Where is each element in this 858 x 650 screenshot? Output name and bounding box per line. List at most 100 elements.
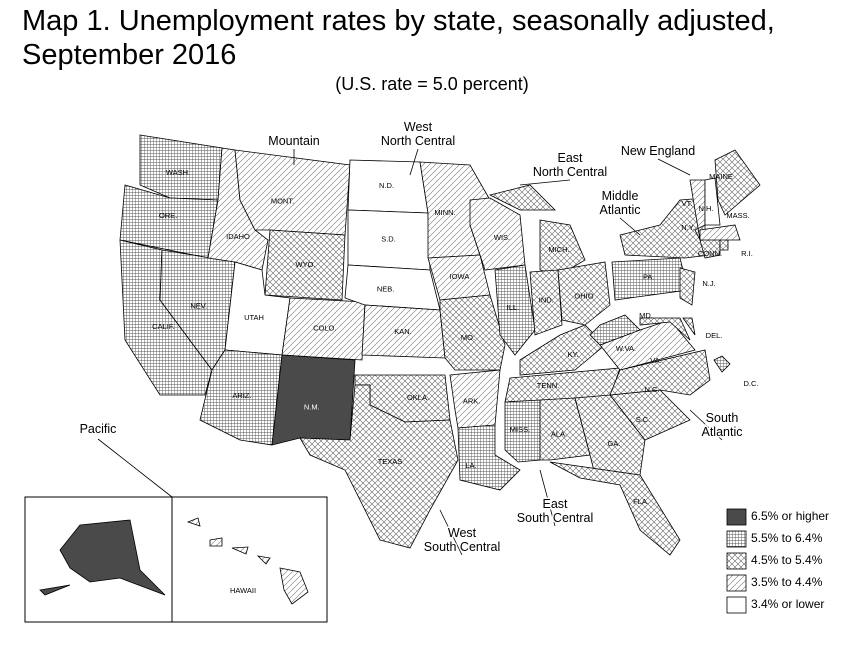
state-label: WASH.	[166, 168, 190, 177]
state	[439, 294, 506, 371]
state-label: S.D.	[381, 234, 396, 243]
region-label: North Central	[533, 165, 607, 179]
state-label: ARIZ.	[232, 391, 251, 400]
state-label: R.I.	[741, 249, 753, 258]
region-label: Pacific	[80, 422, 117, 436]
region-label: East	[557, 151, 583, 165]
state-label: IND.	[539, 295, 554, 304]
leader-line	[539, 469, 556, 527]
state-label: N.C.	[645, 385, 660, 394]
state	[689, 179, 706, 241]
state-label: S.C.	[636, 415, 651, 424]
state-label: ALASKA	[116, 599, 145, 608]
state	[589, 314, 641, 346]
state	[457, 424, 521, 491]
state	[639, 317, 691, 341]
region-label: Atlantic	[600, 203, 641, 217]
region-label: Mountain	[268, 134, 319, 148]
state	[39, 519, 166, 596]
state-label: PA.	[643, 272, 655, 281]
state-label: IOWA	[450, 272, 470, 281]
state	[186, 517, 309, 605]
state	[549, 461, 681, 556]
legend-swatch	[726, 508, 747, 526]
state-label: MONT.	[271, 197, 294, 206]
state-label: IDAHO	[226, 232, 250, 241]
state-label: COLO.	[313, 324, 336, 333]
state-label: W.VA.	[616, 344, 636, 353]
leader-line	[689, 409, 723, 441]
state-label: MICH.	[548, 245, 569, 254]
region-label: West	[404, 120, 433, 134]
state-label: VA.	[650, 356, 662, 365]
subtitle: (U.S. rate = 5.0 percent)	[335, 74, 529, 94]
legend-label: 4.5% to 5.4%	[751, 553, 823, 567]
legend-swatch	[726, 530, 747, 548]
state-label: N.M.	[304, 403, 320, 412]
state-label: GA.	[608, 439, 621, 448]
state-label: N.H.	[699, 204, 714, 213]
region-label: Atlantic	[702, 425, 743, 439]
state-label: NEB.	[377, 285, 395, 294]
legend-swatch	[726, 574, 747, 592]
state-label: ORE.	[159, 211, 177, 220]
state	[469, 197, 526, 271]
state-label: UTAH	[244, 313, 264, 322]
legend-swatch	[726, 596, 747, 614]
state-label: OHIO	[574, 291, 593, 300]
state-label: MINN.	[434, 208, 455, 217]
region-label: Middle	[602, 189, 639, 203]
region-label: South Central	[424, 540, 500, 554]
state	[271, 354, 356, 446]
state-label: ALA.	[551, 430, 567, 439]
region-label: North Central	[381, 134, 455, 148]
state	[234, 149, 351, 236]
state-label: TENN.	[537, 381, 560, 390]
state-label: CALIF.	[152, 322, 175, 331]
state-label: ILL.	[507, 303, 520, 312]
state-label: FLA.	[633, 497, 649, 506]
region-label: New England	[621, 144, 695, 158]
state	[494, 264, 536, 356]
title: Map 1. Unemployment rates by state, seas…	[22, 5, 775, 37]
state-label: CONN.	[698, 249, 722, 258]
state	[679, 267, 696, 306]
state-label: MASS.	[726, 211, 749, 220]
region-label: South	[706, 411, 739, 425]
state	[529, 269, 563, 336]
leader-line	[97, 438, 173, 498]
state-label: N.J.	[702, 279, 715, 288]
state-label: N.Y.	[681, 223, 695, 232]
state-label: WYO.	[296, 260, 316, 269]
state-label: MAINE	[709, 172, 733, 181]
state-label: OKLA.	[407, 393, 429, 402]
state-label: MISS.	[510, 425, 530, 434]
state	[299, 384, 459, 549]
state-label: KAN.	[394, 327, 412, 336]
inset-frame	[24, 496, 328, 623]
state	[713, 355, 731, 373]
leader-line	[409, 148, 419, 176]
state-label: VT.	[682, 199, 693, 208]
state-label: WIS.	[494, 233, 510, 242]
state	[699, 224, 741, 241]
state-label: HAWAII	[230, 586, 256, 595]
state	[504, 399, 541, 463]
legend-label: 6.5% or higher	[751, 509, 829, 523]
legend-label: 5.5% to 6.4%	[751, 531, 823, 545]
region-label: West	[448, 526, 477, 540]
state-label: LA.	[465, 461, 476, 470]
title: September 2016	[22, 39, 236, 71]
state-label: NEV.	[190, 301, 207, 310]
state	[281, 297, 366, 361]
state-label: KY.	[567, 350, 578, 359]
state-label: MD.	[639, 311, 653, 320]
state	[609, 349, 711, 396]
region-label: East	[542, 497, 568, 511]
state	[539, 397, 591, 461]
legend-label: 3.5% to 4.4%	[751, 575, 823, 589]
state	[704, 177, 721, 226]
legend-swatch	[726, 552, 747, 570]
state	[557, 261, 611, 326]
